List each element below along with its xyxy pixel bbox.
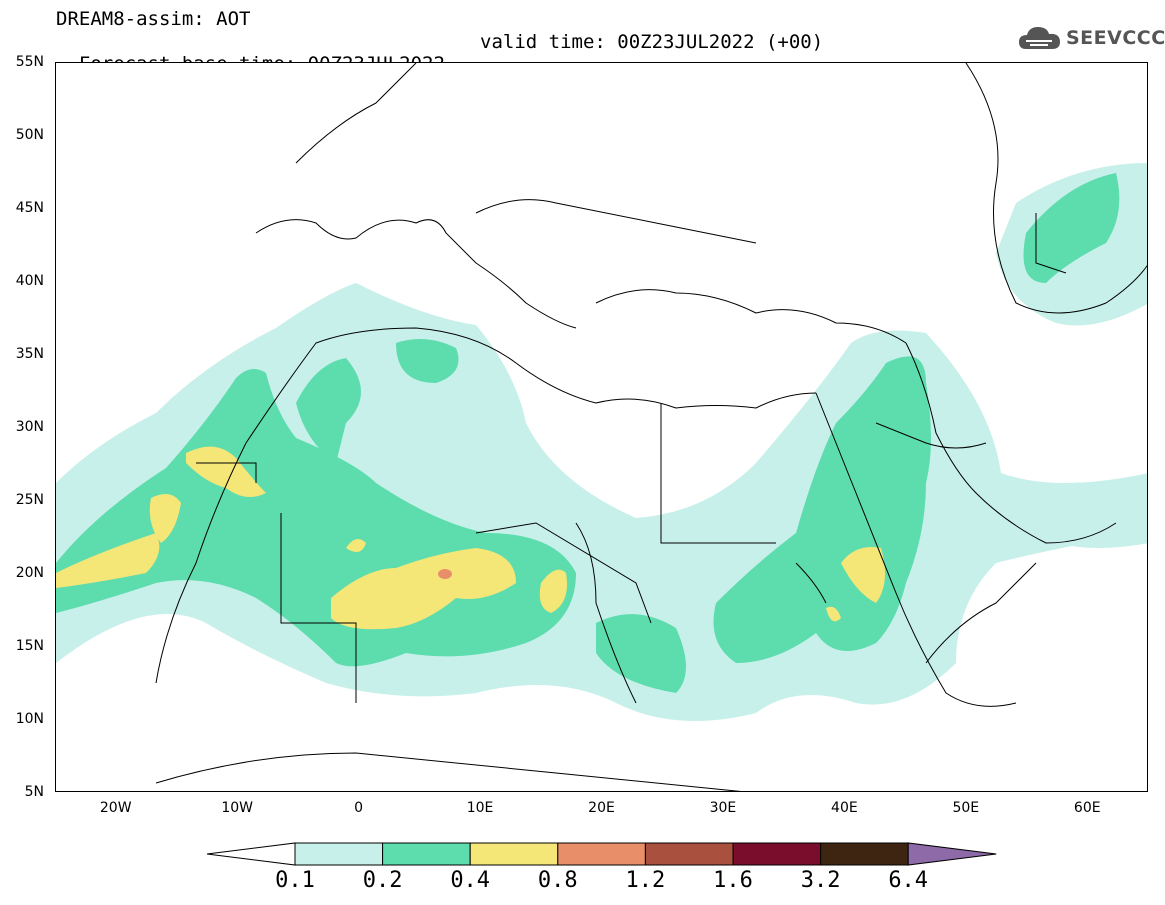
colorbar-label: 1.2 bbox=[625, 868, 666, 893]
aot-contour-0-4 bbox=[56, 446, 885, 630]
colorbar-swatch bbox=[820, 842, 909, 866]
lon-label: 10E bbox=[466, 800, 494, 816]
lat-label: 20N bbox=[15, 565, 44, 581]
colorbar-label: 1.6 bbox=[713, 868, 753, 893]
lon-label: 40E bbox=[831, 800, 858, 816]
colorbar-swatch bbox=[469, 842, 559, 866]
lat-label: 10N bbox=[15, 711, 44, 727]
lat-label: 5N bbox=[24, 784, 44, 800]
lat-label: 55N bbox=[15, 54, 44, 70]
lat-label: 35N bbox=[15, 346, 44, 362]
lon-label: 10W bbox=[221, 800, 253, 816]
colorbar-label: 0.8 bbox=[537, 868, 578, 893]
lon-label: 0 bbox=[354, 800, 364, 816]
lat-label: 15N bbox=[15, 638, 44, 654]
lon-label: 30E bbox=[709, 800, 737, 816]
lon-label: 60E bbox=[1073, 800, 1101, 816]
colorbar-swatch bbox=[732, 842, 822, 866]
colorbar-label: 6.4 bbox=[888, 868, 929, 893]
lat-label: 45N bbox=[15, 200, 44, 216]
aot-map bbox=[56, 63, 1147, 791]
lon-label: 20E bbox=[588, 800, 615, 816]
colorbar-swatch bbox=[644, 842, 734, 866]
colorbar-lower-arrow bbox=[206, 842, 296, 866]
colorbar-swatch bbox=[294, 842, 384, 866]
valid-time: valid time: 00Z23JUL2022 (+00) bbox=[480, 31, 824, 53]
coastlines-borders bbox=[155, 63, 1147, 791]
colorbar bbox=[206, 842, 997, 866]
colorbar-upper-arrow bbox=[907, 842, 997, 866]
aot-contour-0-8 bbox=[438, 569, 452, 579]
cloud-icon bbox=[1019, 27, 1060, 49]
colorbar-label: 0.2 bbox=[362, 868, 403, 893]
map-area bbox=[55, 62, 1148, 792]
lon-label: 20W bbox=[99, 800, 132, 816]
colorbar-label: 3.2 bbox=[800, 868, 841, 893]
seevccc-logo: SEEVCCC bbox=[1018, 22, 1165, 54]
colorbar-label: 0.4 bbox=[450, 868, 491, 893]
lat-label: 30N bbox=[15, 419, 44, 435]
colorbar-swatch bbox=[557, 842, 646, 866]
colorbar-swatch bbox=[382, 842, 471, 866]
lat-label: 50N bbox=[15, 127, 44, 143]
logo-text: SEEVCCC bbox=[1066, 27, 1165, 49]
lat-label: 25N bbox=[15, 492, 44, 508]
colorbar-label: 0.1 bbox=[275, 868, 315, 893]
lon-label: 50E bbox=[952, 800, 980, 816]
lat-label: 40N bbox=[15, 273, 44, 289]
map-title: DREAM8-assim: AOT bbox=[56, 8, 251, 30]
